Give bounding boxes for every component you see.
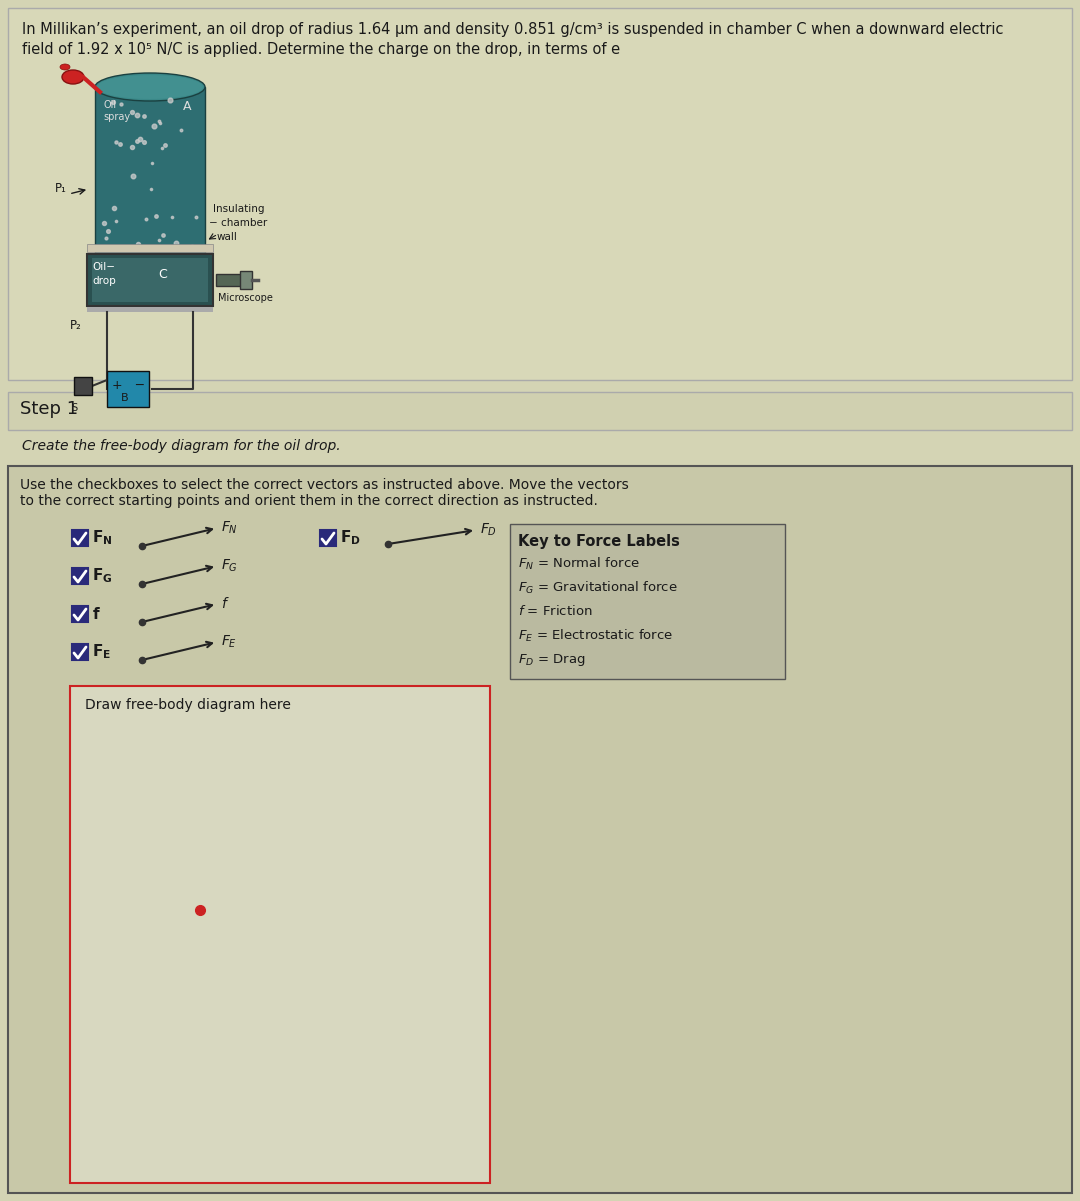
- Ellipse shape: [62, 70, 84, 84]
- Text: $F_E$: $F_E$: [221, 634, 238, 650]
- Bar: [72, 568, 87, 584]
- Bar: [8, 392, 1072, 430]
- Text: $\mathbf{F_G}$: $\mathbf{F_G}$: [92, 567, 112, 585]
- Text: $\mathbf{f}$: $\mathbf{f}$: [92, 607, 100, 622]
- Text: wall: wall: [217, 232, 238, 241]
- Text: A: A: [183, 100, 191, 113]
- Text: $f$: $f$: [221, 597, 230, 611]
- Text: Key to Force Labels: Key to Force Labels: [518, 534, 680, 549]
- Text: Oil: Oil: [103, 100, 117, 110]
- Bar: [510, 524, 785, 679]
- Text: $\mathbf{F_D}$: $\mathbf{F_D}$: [340, 528, 361, 548]
- Text: In Millikan’s experiment, an oil drop of radius 1.64 μm and density 0.851 g/cm³ : In Millikan’s experiment, an oil drop of…: [22, 22, 1003, 37]
- Text: Use the checkboxes to select the correct vectors as instructed above. Move the v: Use the checkboxes to select the correct…: [21, 478, 629, 492]
- Text: Insulating: Insulating: [213, 204, 265, 214]
- Text: Microscope: Microscope: [218, 293, 273, 303]
- Text: drop: drop: [92, 276, 116, 286]
- Text: Step 1: Step 1: [21, 400, 78, 418]
- Bar: [72, 644, 87, 661]
- Bar: [216, 274, 244, 286]
- Bar: [320, 530, 336, 546]
- Bar: [8, 466, 1072, 1193]
- Text: $F_D$: $F_D$: [480, 521, 497, 538]
- Ellipse shape: [95, 73, 205, 101]
- Text: field of 1.92 x 10⁵ N/C is applied. Determine the charge on the drop, in terms o: field of 1.92 x 10⁵ N/C is applied. Dete…: [22, 42, 620, 56]
- Bar: [240, 271, 252, 289]
- Text: $\mathbf{F_N}$: $\mathbf{F_N}$: [92, 528, 112, 548]
- Text: Create the free-body diagram for the oil drop.: Create the free-body diagram for the oil…: [22, 440, 340, 453]
- Bar: [95, 86, 205, 262]
- Bar: [75, 377, 92, 395]
- Text: $F_N$: $F_N$: [221, 520, 238, 536]
- Bar: [87, 244, 213, 252]
- Text: C: C: [158, 268, 166, 281]
- Bar: [70, 686, 490, 1183]
- Text: to the correct starting points and orient them in the correct direction as instr: to the correct starting points and orien…: [21, 494, 598, 508]
- Bar: [107, 371, 149, 407]
- Text: $F_E$ = Electrostatic force: $F_E$ = Electrostatic force: [518, 628, 673, 644]
- Text: $F_N$ = Normal force: $F_N$ = Normal force: [518, 556, 639, 572]
- Text: $F_D$ = Drag: $F_D$ = Drag: [518, 652, 585, 668]
- Text: P₂: P₂: [70, 319, 82, 331]
- Text: $\mathbf{F_E}$: $\mathbf{F_E}$: [92, 643, 111, 662]
- Bar: [87, 307, 213, 312]
- Text: $f$ = Friction: $f$ = Friction: [518, 604, 593, 619]
- Bar: [72, 607, 87, 622]
- Text: $F_G$ = Gravitational force: $F_G$ = Gravitational force: [518, 580, 678, 596]
- Ellipse shape: [97, 74, 203, 98]
- Text: +   −: + −: [112, 380, 145, 392]
- Text: − chamber: − chamber: [210, 219, 267, 228]
- Bar: [72, 530, 87, 546]
- Bar: [92, 258, 208, 301]
- Ellipse shape: [60, 64, 70, 70]
- Bar: [87, 253, 213, 306]
- Text: Oil−: Oil−: [92, 262, 114, 271]
- Text: P₁: P₁: [55, 183, 67, 196]
- Text: S: S: [71, 404, 77, 413]
- Text: $F_G$: $F_G$: [221, 557, 238, 574]
- Text: spray: spray: [103, 112, 130, 123]
- Text: B: B: [121, 393, 129, 404]
- Bar: [8, 8, 1072, 380]
- Text: Draw free-body diagram here: Draw free-body diagram here: [85, 698, 291, 712]
